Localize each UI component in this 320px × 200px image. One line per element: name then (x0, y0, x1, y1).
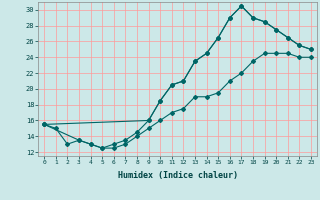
X-axis label: Humidex (Indice chaleur): Humidex (Indice chaleur) (118, 171, 238, 180)
